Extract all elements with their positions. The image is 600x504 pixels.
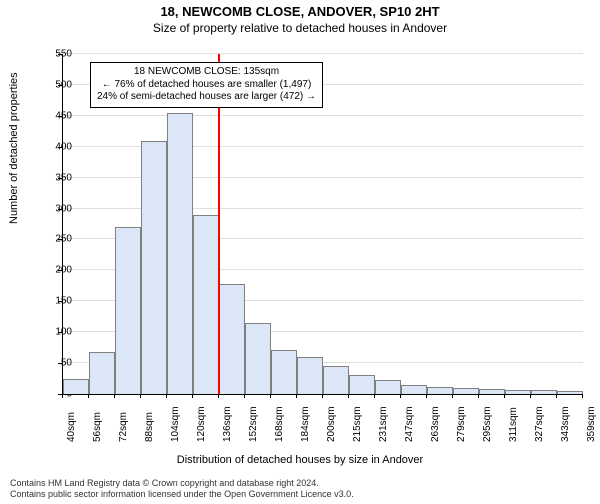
y-tick-mark (58, 85, 62, 86)
x-tick-label: 56sqm (92, 412, 103, 442)
x-tick-label: 104sqm (170, 406, 181, 442)
histogram-bar (193, 215, 219, 394)
y-tick-label: 550 (34, 49, 72, 60)
y-tick-mark (58, 301, 62, 302)
histogram-bar (115, 227, 141, 394)
footer-line1: Contains HM Land Registry data © Crown c… (10, 478, 590, 489)
x-tick-mark (426, 394, 427, 398)
x-tick-mark (244, 394, 245, 398)
x-tick-label: 311sqm (508, 407, 519, 442)
x-tick-label: 215sqm (352, 406, 363, 442)
y-tick-label: 150 (34, 296, 72, 307)
x-tick-label: 136sqm (222, 406, 233, 442)
histogram-bar (167, 113, 193, 394)
x-tick-label: 120sqm (196, 406, 207, 442)
x-tick-label: 88sqm (144, 412, 155, 442)
x-tick-label: 327sqm (534, 406, 545, 442)
x-tick-label: 152sqm (248, 406, 259, 442)
chart-subtitle: Size of property relative to detached ho… (0, 21, 600, 35)
chart-title: 18, NEWCOMB CLOSE, ANDOVER, SP10 2HT (0, 4, 600, 19)
y-tick-label: 350 (34, 172, 72, 183)
x-tick-label: 359sqm (586, 406, 597, 442)
footer-line2: Contains public sector information licen… (10, 489, 590, 500)
y-tick-label: 100 (34, 327, 72, 338)
y-tick-mark (58, 209, 62, 210)
histogram-bar (557, 391, 583, 394)
footer-text: Contains HM Land Registry data © Crown c… (10, 478, 590, 501)
y-axis-label: Number of detached properties (8, 72, 20, 224)
chart-container: 18, NEWCOMB CLOSE, ANDOVER, SP10 2HT Siz… (0, 4, 600, 504)
y-tick-mark (58, 116, 62, 117)
x-tick-mark (140, 394, 141, 398)
y-tick-label: 300 (34, 203, 72, 214)
y-tick-mark (58, 332, 62, 333)
y-tick-label: 450 (34, 110, 72, 121)
histogram-bar (323, 366, 349, 394)
histogram-bar (89, 352, 115, 394)
histogram-bar (219, 284, 245, 394)
histogram-bar (271, 350, 297, 395)
x-tick-label: 72sqm (118, 412, 129, 442)
x-tick-mark (374, 394, 375, 398)
x-tick-mark (62, 394, 63, 398)
x-axis-label: Distribution of detached houses by size … (0, 454, 600, 466)
x-tick-mark (114, 394, 115, 398)
x-tick-mark (530, 394, 531, 398)
annotation-line2: ← 76% of detached houses are smaller (1,… (97, 79, 316, 92)
y-tick-label: 200 (34, 265, 72, 276)
y-tick-mark (58, 270, 62, 271)
histogram-bar (531, 390, 557, 394)
y-tick-mark (58, 178, 62, 179)
x-tick-mark (582, 394, 583, 398)
x-tick-label: 231sqm (378, 406, 389, 442)
histogram-bar (141, 141, 167, 394)
histogram-bar (245, 323, 271, 394)
histogram-bar (479, 389, 505, 394)
x-tick-mark (504, 394, 505, 398)
y-tick-label: 250 (34, 234, 72, 245)
histogram-bar (505, 390, 531, 394)
y-tick-mark (58, 239, 62, 240)
x-tick-mark (166, 394, 167, 398)
annotation-box: 18 NEWCOMB CLOSE: 135sqm ← 76% of detach… (90, 62, 323, 108)
x-tick-label: 200sqm (326, 406, 337, 442)
x-tick-mark (556, 394, 557, 398)
x-tick-mark (88, 394, 89, 398)
annotation-line3: 24% of semi-detached houses are larger (… (97, 91, 316, 104)
gridline (63, 115, 583, 116)
x-tick-label: 168sqm (274, 406, 285, 442)
histogram-bar (453, 388, 479, 394)
y-tick-mark (58, 363, 62, 364)
annotation-line1: 18 NEWCOMB CLOSE: 135sqm (97, 66, 316, 79)
histogram-bar (297, 357, 323, 394)
x-tick-label: 247sqm (404, 406, 415, 442)
y-tick-mark (58, 54, 62, 55)
y-tick-mark (58, 147, 62, 148)
x-tick-label: 184sqm (300, 406, 311, 442)
y-tick-label: 50 (34, 358, 72, 369)
x-tick-mark (478, 394, 479, 398)
x-tick-mark (270, 394, 271, 398)
x-tick-label: 279sqm (456, 406, 467, 442)
gridline (63, 53, 583, 54)
x-tick-mark (452, 394, 453, 398)
x-tick-label: 263sqm (430, 406, 441, 442)
x-tick-label: 40sqm (66, 412, 77, 442)
x-tick-mark (192, 394, 193, 398)
histogram-bar (427, 387, 453, 394)
y-tick-label: 400 (34, 141, 72, 152)
y-tick-label: 500 (34, 79, 72, 90)
x-tick-mark (218, 394, 219, 398)
histogram-bar (401, 385, 427, 394)
x-tick-mark (296, 394, 297, 398)
x-tick-mark (322, 394, 323, 398)
x-tick-label: 295sqm (482, 406, 493, 442)
histogram-bar (375, 380, 401, 394)
histogram-bar (63, 379, 89, 394)
x-tick-label: 343sqm (560, 406, 571, 442)
x-tick-mark (348, 394, 349, 398)
histogram-bar (349, 375, 375, 394)
x-tick-mark (400, 394, 401, 398)
